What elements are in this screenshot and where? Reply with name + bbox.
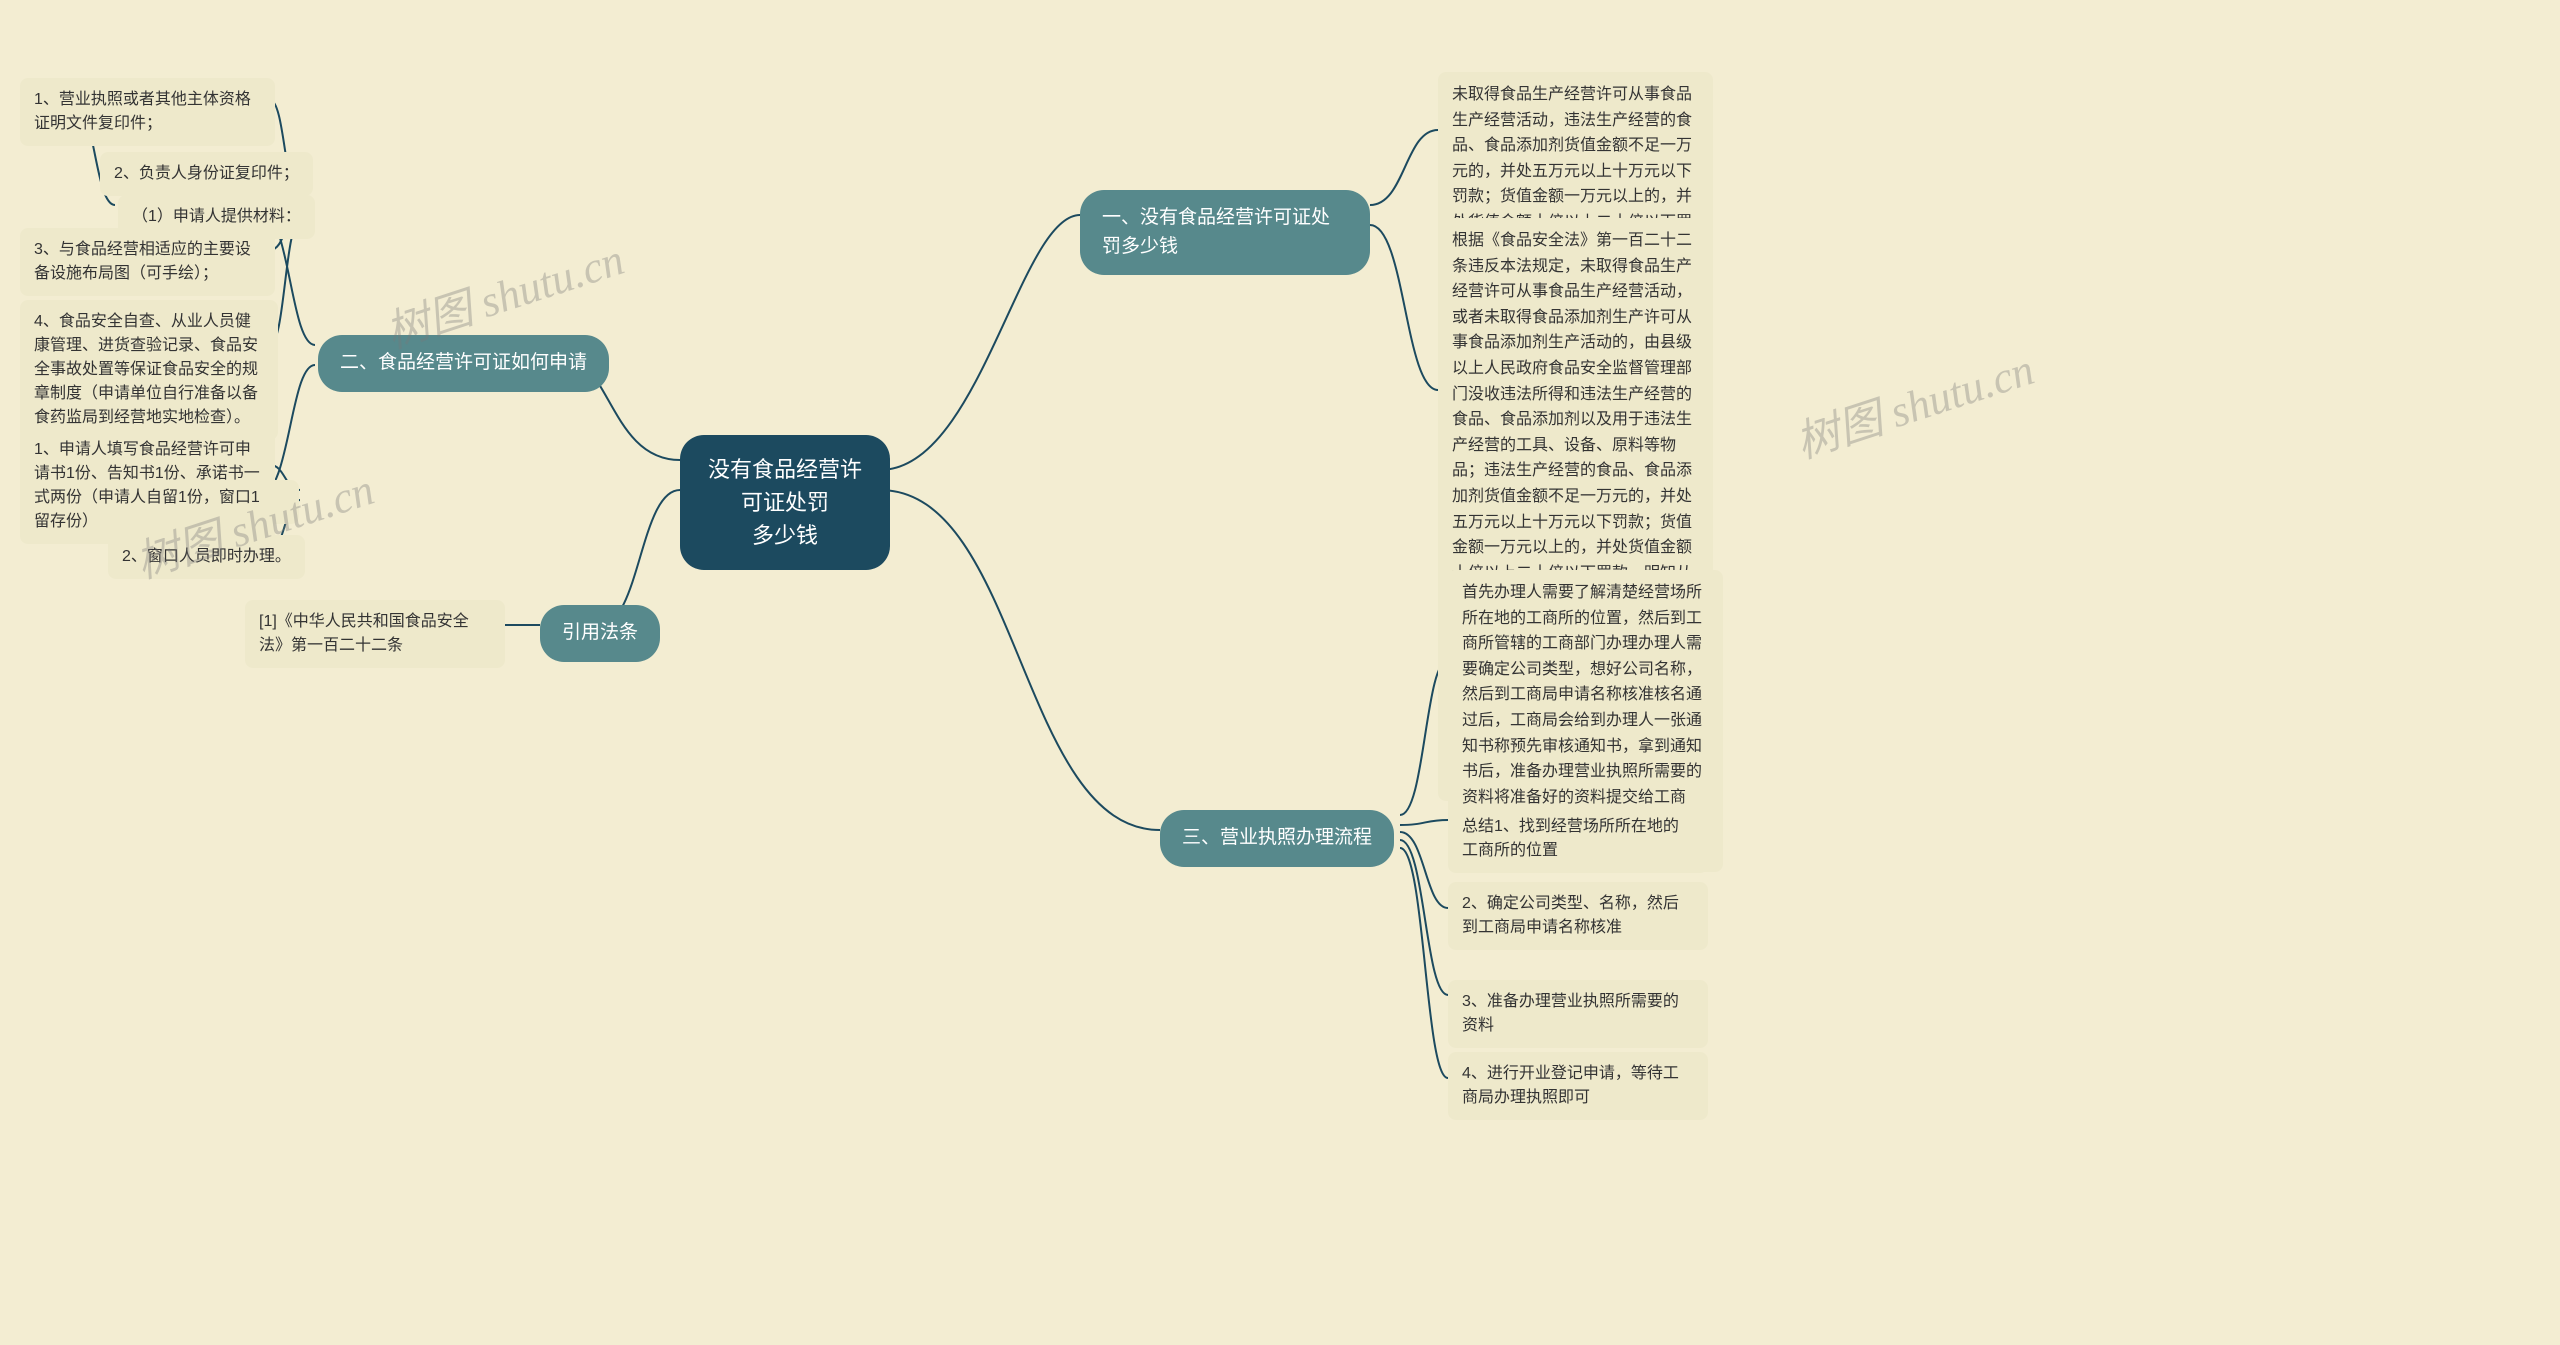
root-node: 没有食品经营许可证处罚 多少钱: [680, 435, 890, 570]
b4-child-1: [1]《中华人民共和国食品安全法》第一百二十二条: [245, 600, 505, 668]
branch-3[interactable]: 三、营业执照办理流程: [1160, 810, 1394, 867]
b3-child-2: 总结1、找到经营场所所在地的工商所的位置: [1448, 805, 1708, 873]
b2-g1-item-1: 1、营业执照或者其他主体资格证明文件复印件；: [20, 78, 275, 146]
root-line1: 没有食品经营许可证处罚: [706, 453, 864, 519]
b3-child-4: 3、准备办理营业执照所需要的资料: [1448, 980, 1708, 1048]
b3-child-3: 2、确定公司类型、名称，然后到工商局申请名称核准: [1448, 882, 1708, 950]
b2-g2-item-2: 2、窗口人员即时办理。: [108, 535, 305, 579]
b2-g1-item-3: 3、与食品经营相适应的主要设备设施布局图（可手绘）；: [20, 228, 275, 296]
branch-2-label: 二、食品经营许可证如何申请: [340, 349, 587, 378]
branch-3-label: 三、营业执照办理流程: [1182, 824, 1372, 853]
watermark-3: 树图 shutu.cn: [1786, 333, 2041, 470]
branch-2[interactable]: 二、食品经营许可证如何申请: [318, 335, 609, 392]
branch-1-label: 一、没有食品经营许可证处罚多少钱: [1102, 204, 1348, 261]
branch-4-label: 引用法条: [562, 619, 638, 648]
b2-g2-item-1: 1、申请人填写食品经营许可申请书1份、告知书1份、承诺书一式两份（申请人自留1份…: [20, 428, 275, 544]
root-line2: 多少钱: [752, 519, 818, 552]
branch-4[interactable]: 引用法条: [540, 605, 660, 662]
b2-g1-item-4: 4、食品安全自查、从业人员健康管理、进货查验记录、食品安全事故处置等保证食品安全…: [20, 300, 278, 440]
b3-child-5: 4、进行开业登记申请，等待工商局办理执照即可: [1448, 1052, 1708, 1120]
branch-1[interactable]: 一、没有食品经营许可证处罚多少钱: [1080, 190, 1370, 275]
b2-g1-item-2: 2、负责人身份证复印件；: [100, 152, 313, 196]
